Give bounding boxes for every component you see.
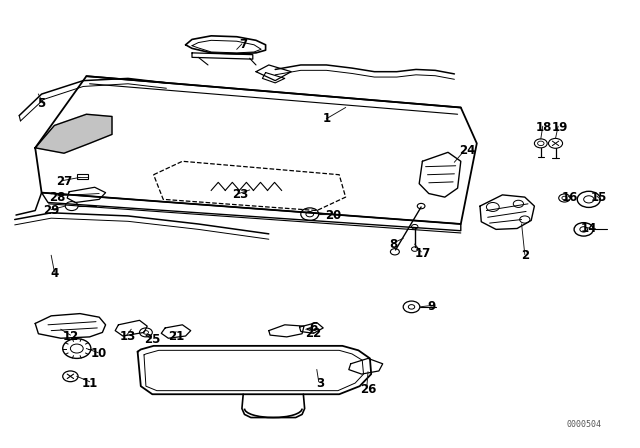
Text: 24: 24 — [459, 143, 476, 157]
Text: 18: 18 — [536, 121, 552, 134]
Text: 7: 7 — [239, 38, 247, 52]
Text: 29: 29 — [43, 204, 60, 217]
Text: 5: 5 — [38, 96, 45, 110]
Text: 28: 28 — [49, 190, 66, 204]
Text: 27: 27 — [56, 175, 72, 188]
Text: 4: 4 — [51, 267, 58, 280]
Text: 13: 13 — [120, 329, 136, 343]
Text: 21: 21 — [168, 329, 184, 343]
Text: 15: 15 — [590, 190, 607, 204]
Text: 3: 3 — [316, 376, 324, 390]
Text: 23: 23 — [232, 188, 248, 202]
Text: 22: 22 — [305, 327, 322, 340]
Text: 10: 10 — [91, 347, 108, 361]
Text: 20: 20 — [324, 208, 341, 222]
Text: 17: 17 — [414, 246, 431, 260]
Text: 12: 12 — [62, 329, 79, 343]
Text: 16: 16 — [561, 190, 578, 204]
Text: 8: 8 — [390, 237, 397, 251]
Text: 25: 25 — [144, 333, 161, 346]
Text: 14: 14 — [580, 222, 597, 235]
Text: 1: 1 — [323, 112, 330, 125]
Text: 19: 19 — [552, 121, 568, 134]
Text: 0000504: 0000504 — [566, 420, 602, 429]
Text: 9: 9 — [428, 300, 436, 314]
Text: 26: 26 — [360, 383, 376, 396]
Polygon shape — [35, 114, 112, 153]
Text: 11: 11 — [81, 376, 98, 390]
Text: 2: 2 — [521, 249, 529, 262]
Text: 6: 6 — [310, 320, 317, 334]
